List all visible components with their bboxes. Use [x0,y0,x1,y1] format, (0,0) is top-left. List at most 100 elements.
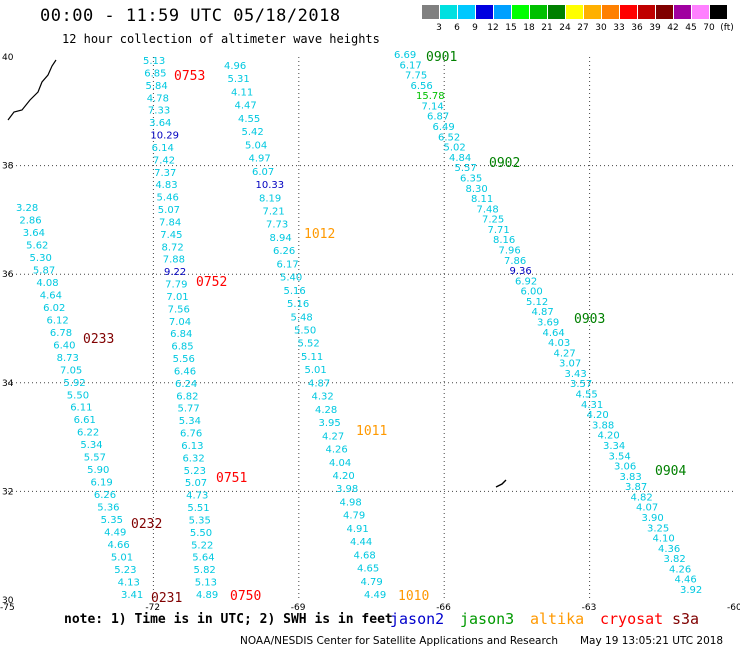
swh-value: 3.64 [23,228,45,239]
swh-value: 7.96 [499,245,521,256]
swh-value: 6.32 [182,453,204,464]
swh-value: 4.28 [315,405,337,416]
swh-value: 4.03 [548,338,570,349]
colorbar-tick: 42 [667,23,679,33]
swh-value: 5.34 [179,416,201,427]
swh-value: 4.79 [343,511,365,522]
lon-label: -63 [582,603,597,610]
swh-value: 6.12 [46,315,68,326]
swh-value: 6.61 [74,415,96,426]
swh-value: 6.46 [174,366,196,377]
swh-value: 4.64 [543,328,565,339]
track-time-label: 0901 [426,50,457,65]
swh-value: 6.92 [515,276,537,287]
swh-value: 10.29 [150,131,179,142]
swh-value: 5.77 [178,404,200,415]
swh-value: 6.19 [91,478,113,489]
colorbar-tick: 3 [436,23,442,33]
colorbar-tick: 12 [487,23,499,33]
swh-value: 5.34 [80,440,102,451]
colorbar-swatch [494,5,512,19]
swh-value: 3.90 [642,513,664,524]
swh-value: 5.31 [228,74,250,85]
swh-value: 7.71 [488,225,510,236]
lat-label: 30 [2,596,14,606]
swh-value: 6.84 [170,329,192,340]
swh-value: 4.20 [333,471,355,482]
swh-value: 5.36 [97,503,119,514]
swh-value: 4.55 [576,390,598,401]
swh-value: 9.22 [164,267,186,278]
swh-value: 4.91 [347,524,369,535]
swh-value: 2.86 [19,215,41,226]
swh-value: 4.55 [238,114,260,125]
colorbar-swatch [656,5,674,19]
swh-value: 6.76 [180,429,202,440]
swh-value: 6.69 [394,50,416,61]
lon-label: -66 [436,603,451,610]
swh-value: 6.11 [70,403,92,414]
swh-value: 7.48 [477,204,499,215]
swh-value: 6.52 [438,132,460,143]
swh-value: 6.85 [144,68,166,79]
swh-value: 7.79 [165,280,187,291]
footer-note: note: 1) Time is in UTC; 2) SWH is in fe… [64,612,393,627]
swh-value: 4.84 [449,153,471,164]
colorbar-swatch [476,5,494,19]
swh-value: 5.92 [63,378,85,389]
swh-value: 5.50 [67,390,89,401]
swh-value: 6.24 [175,379,197,390]
swh-value: 4.96 [224,61,246,72]
colorbar-swatch [566,5,584,19]
swh-value: 7.01 [166,292,188,303]
island-outline [495,479,507,488]
swh-value: 8.16 [493,235,515,246]
swh-value: 5.40 [280,273,302,284]
colorbar-tick: 45 [685,23,697,33]
swh-value: 3.64 [149,118,171,129]
swh-value: 4.98 [340,497,362,508]
colorbar-tick: (ft) [720,23,734,33]
swh-value: 7.75 [405,71,427,82]
swh-value: 5.56 [173,354,195,365]
swh-value: 4.64 [40,290,62,301]
colorbar-swatch [548,5,566,19]
swh-value: 6.02 [43,303,65,314]
swh-value: 6.85 [171,342,193,353]
swh-value: 7.05 [60,365,82,376]
swh-value: 3.43 [565,369,587,380]
swh-value: 5.16 [287,299,309,310]
lon-label: -69 [291,603,306,610]
swh-value: 5.50 [294,326,316,337]
swh-value: 5.52 [298,339,320,350]
swh-value: 7.84 [159,217,181,228]
swh-value: 7.14 [422,101,444,112]
track-time-label: 0233 [83,332,114,347]
map-title: 00:00 - 11:59 UTC 05/18/2018 [40,6,341,26]
swh-value: 6.56 [411,81,433,92]
swh-value: 5.11 [301,352,323,363]
swh-value: 6.14 [152,143,174,154]
legend-altika: altika [530,610,585,628]
swh-value: 5.84 [145,81,167,92]
swh-value: 5.22 [191,540,213,551]
swh-value: 4.10 [653,534,675,545]
swh-value: 5.50 [190,528,212,539]
swh-value: 4.89 [196,590,218,601]
wave-height-map: 40 38 36 34 32 30-75 -72 -69 -66 -63 -60 3.282.86 3.… [0,50,740,610]
swh-value: 3.92 [680,585,702,596]
swh-value: 5.57 [455,163,477,174]
colorbar-swatch [692,5,710,19]
track-time-label: 0904 [655,464,686,479]
swh-value: 8.30 [466,184,488,195]
swh-value: 6.00 [521,287,543,298]
swh-value: 3.88 [592,420,614,431]
swh-value: 7.33 [148,106,170,117]
swh-value: 4.07 [636,503,658,514]
swh-value: 4.13 [118,578,140,589]
track-time-label: 0753 [174,69,205,84]
colorbar-swatch [584,5,602,19]
legend-s3a: s3a [672,610,700,628]
swh-value: 10.33 [256,180,285,191]
track-time-label: 0750 [230,589,261,604]
